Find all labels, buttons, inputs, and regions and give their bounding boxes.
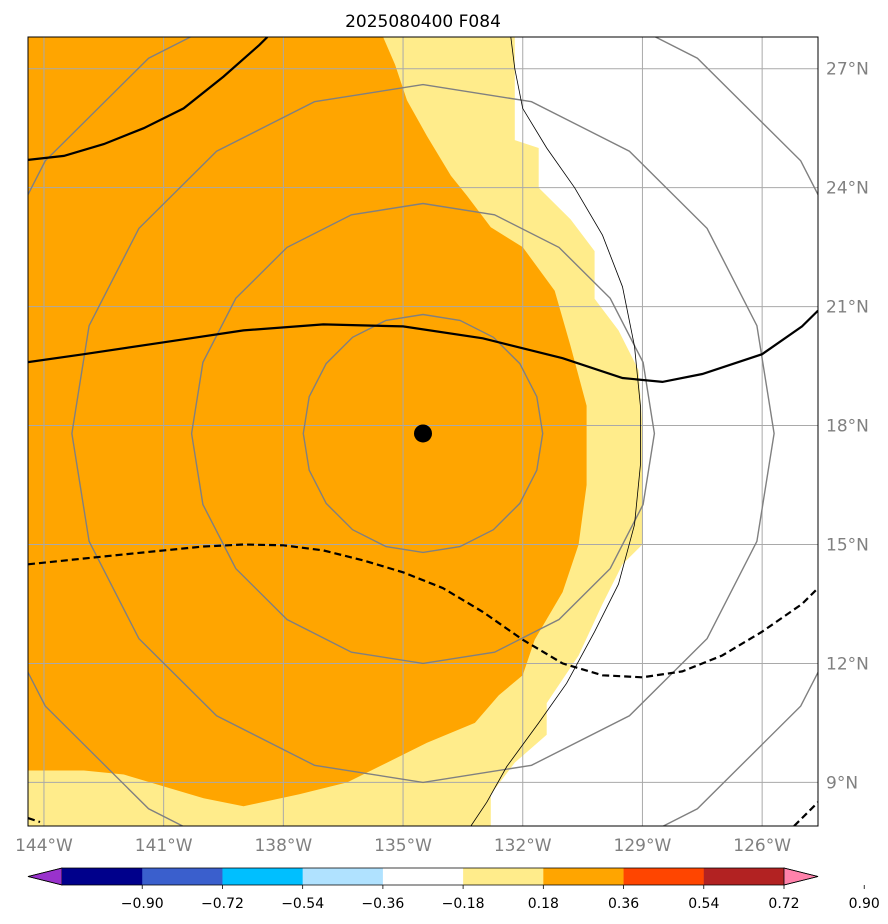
colorbar-label-1: −0.72: [201, 896, 244, 912]
colorbar-swatch-0: [62, 868, 143, 885]
x-tick-label-2: 138°W: [254, 836, 312, 856]
colorbar-swatch-7: [623, 868, 705, 885]
colorbar-extend-high: [783, 867, 819, 886]
colorbar-label-3: −0.36: [361, 896, 404, 912]
x-tick-label-4: 132°W: [494, 836, 552, 856]
contour-line-0: [28, 37, 269, 161]
range-ring-2: [71, 83, 775, 784]
x-tick-label-1: 141°W: [135, 836, 193, 856]
y-tick-label-3: 18°N: [826, 417, 869, 437]
line-contours: [28, 37, 818, 826]
x-tick-label-6: 126°W: [733, 836, 791, 856]
contour-line-5: [470, 37, 641, 826]
colorbar-extend-low: [27, 867, 63, 886]
y-tick-label-5: 24°N: [826, 179, 869, 199]
colorbar-label-7: 0.54: [688, 896, 719, 912]
center-marker: [414, 424, 432, 443]
x-tick-labels: 144°W 141°W 138°W 135°W 132°W 129°W 126°W: [15, 836, 791, 856]
colorbar-swatch-8: [703, 868, 785, 885]
colorbar-label-2: −0.54: [281, 896, 324, 912]
filled-contours: [28, 37, 643, 826]
contour-line-2: [28, 543, 818, 679]
y-tick-label-1: 12°N: [826, 654, 869, 674]
colorbar-swatch-1: [142, 868, 223, 885]
colorbar-swatch-2: [222, 868, 303, 885]
y-tick-label-2: 15°N: [826, 535, 869, 555]
colorbar-label-4: −0.18: [442, 896, 485, 912]
y-tick-label-6: 27°N: [826, 60, 869, 80]
range-ring-1: [190, 202, 656, 665]
plot-frame: [27, 36, 819, 827]
filled-region-1: [28, 37, 587, 807]
chart-title: 2025080400 F084: [345, 12, 501, 32]
y-tick-labels: 9°N 12°N 15°N 18°N 21°N 24°N 27°N: [826, 60, 869, 794]
contour-line-1: [28, 309, 818, 384]
colorbar-swatch-3: [302, 868, 384, 885]
contour-line-3: [28, 817, 41, 824]
x-tick-label-5: 129°W: [614, 836, 672, 856]
storm-center-point: [414, 424, 432, 443]
colorbar-label-8: 0.72: [768, 896, 799, 912]
colorbar-swatch-4: [382, 868, 464, 885]
colorbar-swatch-5: [463, 868, 544, 885]
colorbar-outline: [27, 867, 819, 886]
colorbar-swatch-6: [543, 868, 624, 885]
colorbar-label-5: 0.18: [528, 896, 559, 912]
x-tick-label-3: 135°W: [374, 836, 432, 856]
colorbar-label-9: 0.90: [849, 896, 880, 912]
y-tick-label-0: 9°N: [826, 773, 858, 793]
colorbar-label-6: 0.36: [608, 896, 639, 912]
contour-line-4: [793, 801, 818, 826]
range-ring-0: [302, 313, 544, 554]
range-rings: [28, 37, 818, 826]
colorbar: −0.90 −0.72 −0.54 −0.36 −0.18 0.18 0.36 0.54 0.7…: [27, 867, 880, 912]
y-tick-label-4: 21°N: [826, 298, 869, 318]
colorbar-label-0: −0.90: [121, 896, 164, 912]
x-tick-label-0: 144°W: [15, 836, 73, 856]
